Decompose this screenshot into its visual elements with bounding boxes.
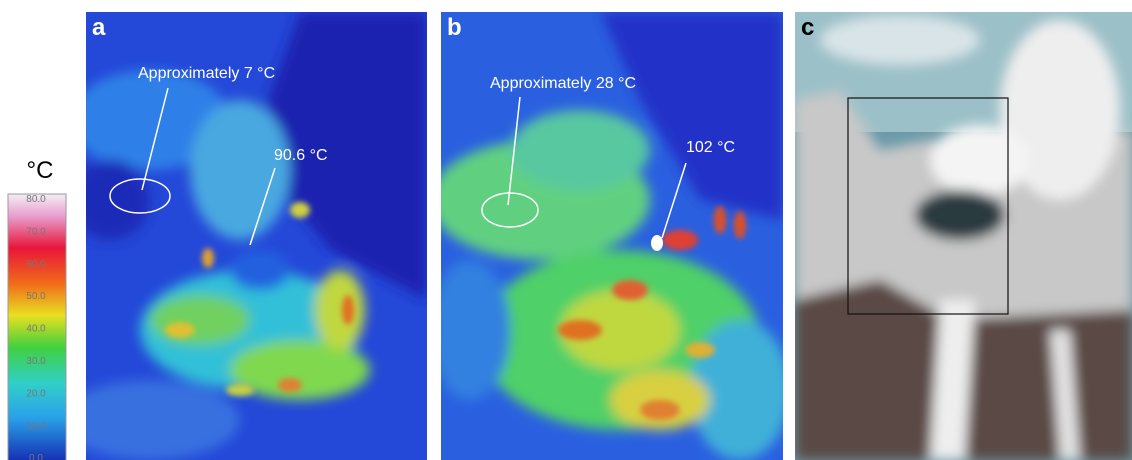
panel-label: c (801, 14, 814, 41)
photo-c (795, 12, 1132, 460)
colorbar-unit: °C (27, 157, 54, 184)
colorbar-tick-label: 50.0 (26, 291, 46, 302)
colorbar-tick-label: 30.0 (26, 356, 46, 367)
panel-label: b (447, 14, 462, 41)
colorbar-tick-label: 20.0 (26, 388, 46, 399)
colorbar-tick-label: 60.0 (26, 259, 46, 270)
annotation: 102 °C (686, 139, 735, 156)
colorbar-tick-label: 70.0 (26, 226, 46, 237)
colorbar-tick-label: 80.0 (26, 194, 46, 205)
annotation: Approximately 28 °C (490, 75, 636, 92)
panel-label: a (92, 14, 106, 41)
colorbar-tick-label: 0.0 (29, 453, 43, 460)
annotation: Approximately 7 °C (138, 65, 275, 82)
colorbar-tick-label: 10.0 (26, 421, 46, 432)
colorbar-ticks: 80.0 70.0 60.0 50.0 40.0 30.0 20.0 10.0 0.0 (26, 194, 46, 460)
annotation: 90.6 °C (274, 147, 328, 164)
figure: °C 80.0 70.0 60.0 50.0 40.0 30.0 20.0 10.0 0.0 (0, 0, 1132, 460)
colorbar-tick-label: 40.0 (26, 324, 46, 335)
